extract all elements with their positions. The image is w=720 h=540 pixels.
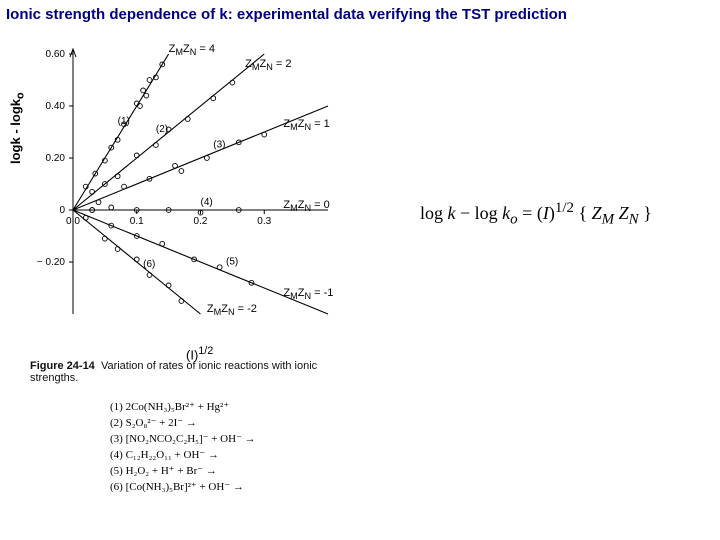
svg-text:(5): (5) (226, 257, 238, 268)
svg-text:(4): (4) (201, 197, 213, 208)
series-label: ZMZN = 2 (245, 58, 291, 72)
reaction-item: (1) 2Co(NH₃)₅Br²⁺ + Hg²⁺ (110, 400, 256, 416)
svg-text:(6): (6) (143, 259, 155, 270)
svg-text:0: 0 (59, 205, 65, 216)
reaction-item: (3) [NO₂NCO₂C₂H₅]⁻ + OH⁻ → (110, 432, 256, 448)
svg-text:0.60: 0.60 (46, 49, 66, 60)
svg-text:0.0: 0.0 (66, 216, 80, 227)
reaction-item: (2) S₂O₈²⁻ + 2I⁻ → (110, 416, 256, 432)
svg-text:(3): (3) (213, 140, 225, 151)
chart-container: − 0.2000.200.400.600.00.10.20.3(1)(2)(3)… (18, 34, 378, 344)
svg-text:0.2: 0.2 (194, 216, 208, 227)
reaction-item: (5) H₂O₂ + H⁺ + Br⁻ → (110, 464, 256, 480)
svg-text:0.20: 0.20 (46, 153, 66, 164)
figure-caption: Figure 24-14 Variation of rates of ionic… (30, 360, 350, 384)
reaction-item: (6) [Co(NH₃)₅Br]²⁺ + OH⁻ → (110, 480, 256, 496)
series-label: ZMZN = -1 (283, 287, 333, 301)
series-label: ZMZN = 1 (283, 118, 329, 132)
series-label: ZMZN = -2 (207, 303, 257, 317)
svg-text:0.3: 0.3 (257, 216, 271, 227)
series-label: ZMZN = 4 (169, 43, 215, 57)
svg-text:− 0.20: − 0.20 (37, 257, 66, 268)
y-axis-label: logk - logko (8, 92, 27, 164)
tst-equation: log k − log ko = (I)1/2 { ZM ZN } (420, 200, 652, 229)
svg-text:0.40: 0.40 (46, 101, 66, 112)
series-label: ZMZN = 0 (283, 199, 329, 213)
svg-text:0.1: 0.1 (130, 216, 144, 227)
reaction-item: (4) C₁₂H₂₂O₁₁ + OH⁻ → (110, 448, 256, 464)
page-title: Ionic strength dependence of k: experime… (6, 6, 567, 23)
reaction-list: (1) 2Co(NH₃)₅Br²⁺ + Hg²⁺(2) S₂O₈²⁻ + 2I⁻… (110, 400, 256, 496)
